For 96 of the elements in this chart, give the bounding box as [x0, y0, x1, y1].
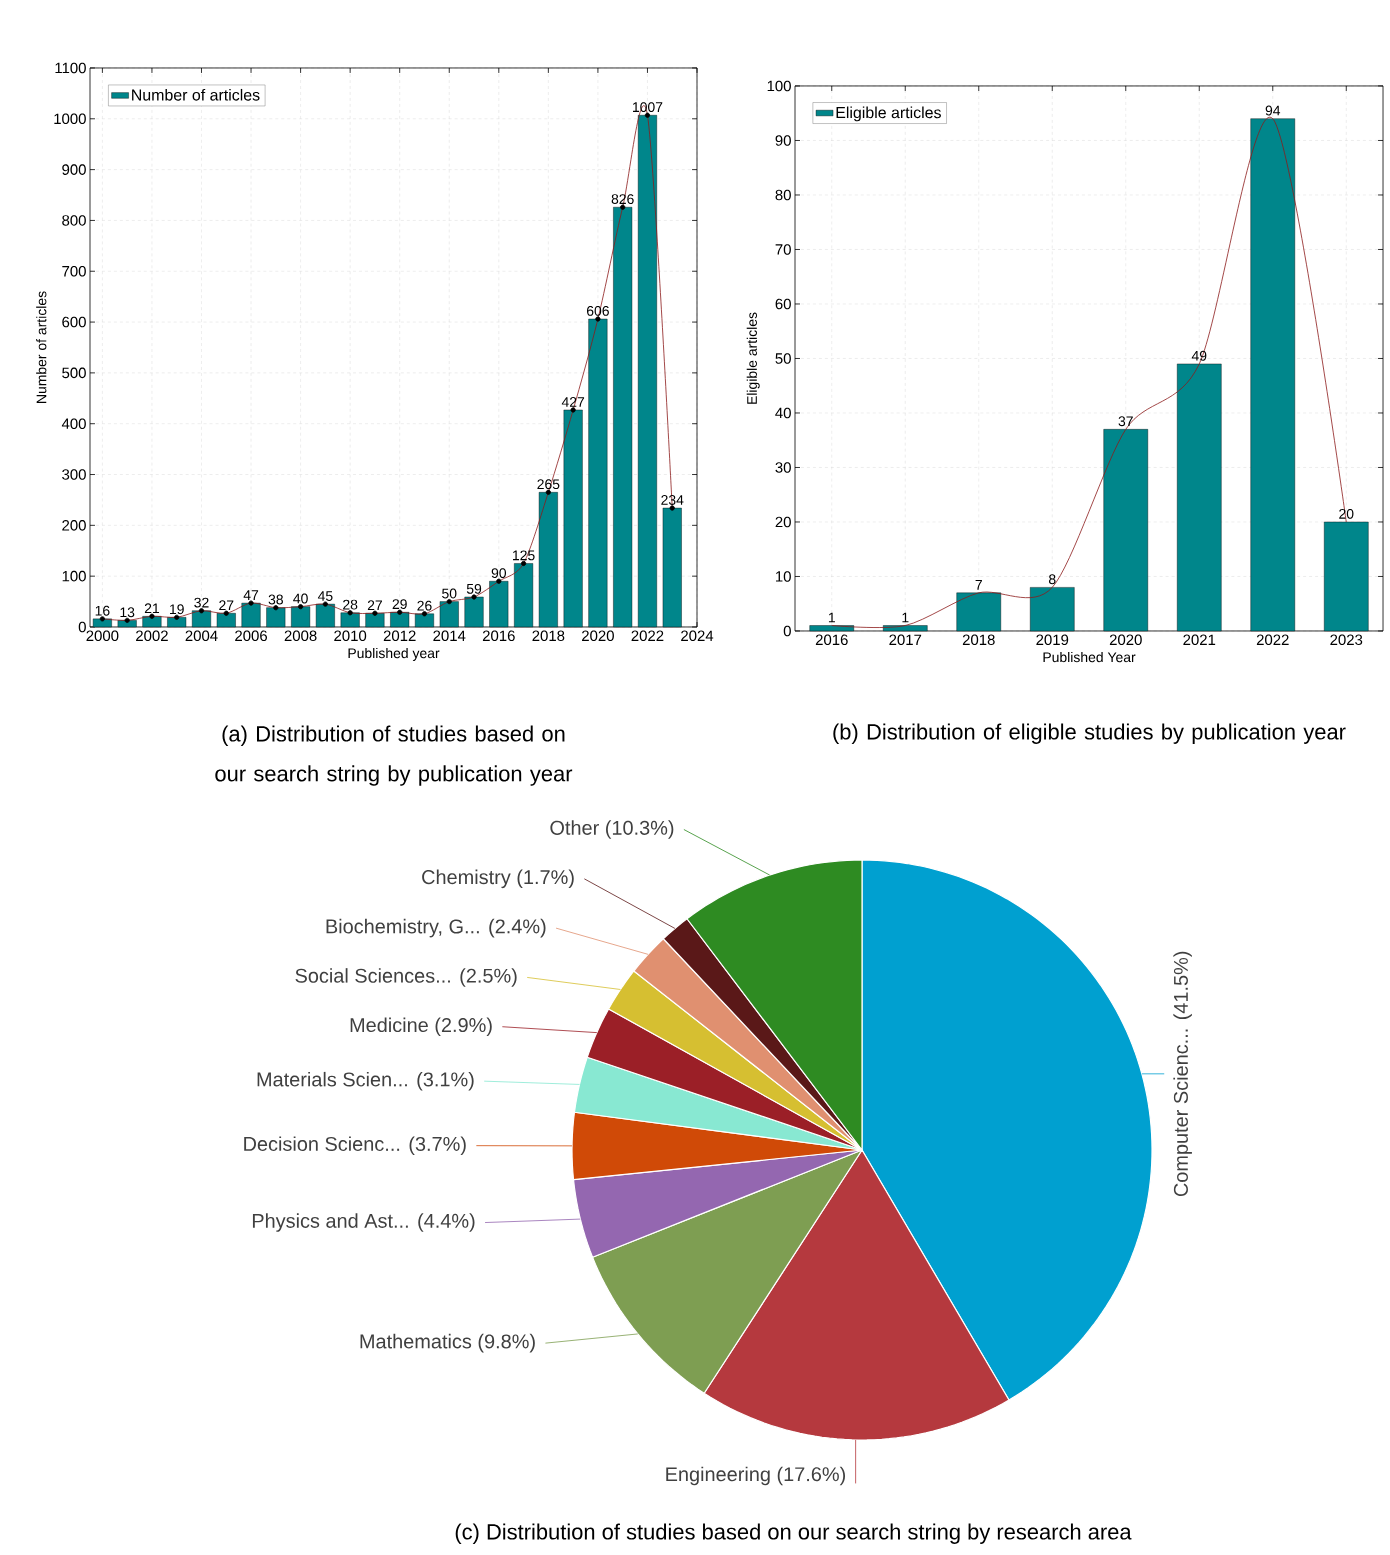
text: (a) Distribution of studies based on our search string by publication year — [215, 725, 573, 786]
data-label: 59 — [466, 583, 482, 594]
data-label: 45 — [317, 591, 333, 601]
x-tick-label: 2004 — [185, 630, 218, 642]
data-label: 19 — [170, 604, 184, 615]
slice-label: Computer Scienc... (41.5%) — [1173, 951, 1192, 1197]
slice-label: Medicine (2.9%) — [350, 1017, 492, 1037]
slice-label: Chemistry (1.7%) — [422, 869, 574, 889]
data-label: 49 — [1191, 350, 1207, 361]
y-tick-label: 40 — [775, 407, 791, 419]
data-label: 427 — [561, 397, 585, 407]
y-tick-label: 0 — [78, 621, 86, 633]
x-tick-label: 2006 — [235, 630, 268, 642]
x-tick-label: 2020 — [582, 630, 614, 642]
x-axis-title: Published Year — [1043, 651, 1136, 663]
slice-label: Decision Scienc... (3.7%) — [244, 1136, 466, 1155]
y-tick-label: 600 — [62, 316, 86, 328]
y-tick-label: 50 — [775, 353, 791, 364]
data-label: 606 — [586, 305, 609, 316]
x-tick-label: 2014 — [433, 630, 466, 642]
y-tick-label: 70 — [775, 244, 791, 255]
y-tick-label: 0 — [783, 625, 791, 637]
y-tick-label: 300 — [62, 469, 86, 480]
x-tick-label: 2016 — [482, 630, 515, 642]
x-tick-label: 2020 — [1109, 634, 1142, 646]
x-tick-label: 2021 — [1183, 634, 1216, 646]
x-tick-label: 2018 — [962, 634, 995, 646]
slice-label: Materials Scien... (3.1%) — [257, 1071, 474, 1091]
x-tick-label: 2002 — [136, 630, 168, 642]
data-label: 20 — [1339, 508, 1354, 519]
x-tick-label: 2010 — [334, 630, 367, 642]
x-tick-label: 2008 — [284, 630, 317, 642]
x-tick-label: 2019 — [1036, 634, 1069, 646]
x-tick-label: 2017 — [889, 634, 922, 646]
slice-label: Mathematics (9.8%) — [360, 1333, 535, 1353]
slice-label: Biochemistry, G... (2.4%) — [326, 918, 546, 938]
data-label: 28 — [343, 599, 358, 610]
data-label: 21 — [144, 603, 160, 614]
x-tick-label: 2016 — [815, 634, 848, 646]
data-label: 13 — [120, 607, 135, 618]
text: (c) Distribution of studies based on our search string by research area — [455, 1523, 1132, 1544]
y-tick-label: 100 — [62, 570, 86, 582]
data-label: 38 — [268, 594, 283, 605]
slice-label: Physics and Ast... (4.4%) — [252, 1213, 475, 1232]
y-tick-label: 700 — [62, 265, 86, 277]
data-label: 826 — [611, 194, 634, 205]
data-label: 7 — [975, 580, 982, 590]
slice-label: Engineering (17.6%) — [666, 1466, 846, 1486]
data-label: 47 — [243, 590, 259, 600]
data-label: 1 — [902, 612, 909, 623]
y-tick-label: 400 — [61, 418, 86, 429]
y-tick-label: 900 — [62, 164, 86, 175]
y-tick-label: 1100 — [55, 62, 86, 74]
legend-label: Eligible articles — [836, 106, 941, 122]
x-axis-title: Published year — [348, 647, 440, 661]
data-label: 265 — [537, 479, 560, 490]
y-tick-label: 800 — [62, 215, 86, 226]
y-tick-label: 60 — [775, 298, 791, 310]
data-label: 16 — [95, 605, 110, 616]
x-tick-label: 2022 — [1256, 634, 1289, 646]
data-label: 94 — [1265, 105, 1281, 116]
data-label: 8 — [1048, 574, 1056, 585]
y-axis-title: Eligible articles — [746, 312, 760, 404]
y-tick-label: 100 — [767, 80, 791, 92]
data-label: 32 — [194, 597, 209, 608]
y-tick-label: 1000 — [54, 113, 86, 125]
data-label: 1007 — [633, 102, 663, 113]
x-tick-label: 2023 — [1330, 634, 1363, 646]
y-axis-title: Number of articles — [36, 291, 47, 403]
data-label: 40 — [293, 593, 308, 604]
y-tick-label: 200 — [62, 520, 86, 531]
slice-label: Other (10.3%) — [550, 820, 674, 839]
x-tick-label: 2024 — [681, 630, 714, 642]
x-tick-label: 2022 — [631, 630, 664, 642]
data-label: 125 — [513, 550, 535, 561]
data-label: 1 — [828, 612, 835, 623]
slice-label: Social Sciences... (2.5%) — [295, 968, 517, 987]
data-label: 234 — [661, 494, 684, 505]
y-tick-label: 30 — [775, 462, 791, 473]
data-label: 50 — [442, 588, 457, 599]
text: (b) Distribution of eligible studies by publication year — [833, 723, 1346, 744]
y-tick-label: 20 — [775, 516, 791, 528]
y-tick-label: 500 — [62, 367, 86, 379]
y-tick-label: 10 — [776, 571, 791, 582]
data-label: 37 — [1118, 416, 1133, 427]
data-label: 26 — [417, 600, 432, 611]
data-label: 27 — [219, 600, 234, 611]
data-label: 90 — [491, 568, 507, 579]
y-tick-label: 80 — [775, 189, 791, 201]
x-tick-label: 2012 — [383, 630, 416, 642]
data-label: 27 — [367, 600, 382, 611]
y-tick-label: 90 — [775, 135, 791, 146]
data-label: 29 — [392, 599, 407, 610]
x-tick-label: 2000 — [86, 630, 119, 642]
x-tick-label: 2018 — [532, 630, 565, 642]
legend-label: Number of articles — [132, 88, 260, 101]
